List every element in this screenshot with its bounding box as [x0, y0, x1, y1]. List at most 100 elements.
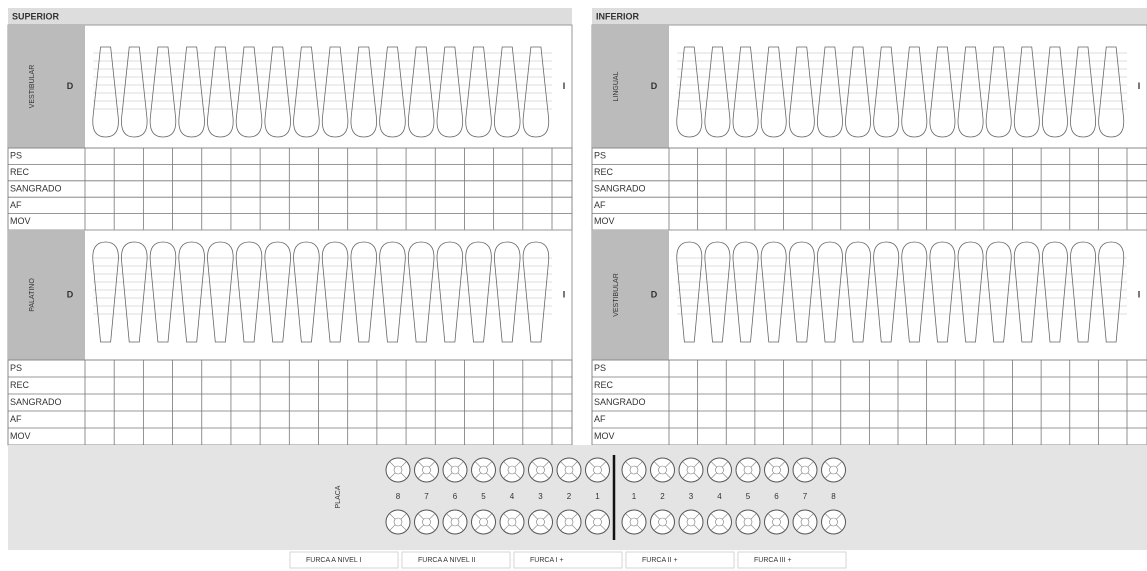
periodontogram: SUPERIOR VESTIBULAR D I PS REC SANGRADO AF MOV PA… [0, 0, 1147, 571]
tooth-number: 1 [595, 492, 600, 501]
row-label: SANGRADO [10, 397, 62, 407]
tooth-number: 5 [481, 492, 486, 501]
row-label: PS [594, 151, 606, 161]
tooth-number: 8 [396, 492, 401, 501]
row-label: MOV [10, 431, 31, 441]
tooth-number: 8 [831, 492, 836, 501]
side-letter: D [67, 81, 74, 91]
end-letter: I [1138, 289, 1141, 299]
footer-label: FURCA I + [530, 557, 564, 564]
plaque-inner [659, 518, 667, 526]
plaque-inner [480, 466, 488, 474]
tooth-number: 4 [510, 492, 515, 501]
panel-header [8, 8, 572, 25]
tooth-number: 7 [424, 492, 429, 501]
panel-header [592, 8, 1147, 25]
row-label: SANGRADO [594, 183, 646, 193]
plaque-inner [687, 518, 695, 526]
tooth-box [8, 25, 572, 148]
tooth-number: 7 [803, 492, 808, 501]
row-label: PS [10, 363, 22, 373]
plaque-inner [508, 518, 516, 526]
tooth-number: 2 [567, 492, 572, 501]
plaque-inner [394, 518, 402, 526]
tooth-number: 5 [746, 492, 751, 501]
footer-label: FURCA A NIVEL I [306, 557, 361, 564]
side-letter: D [67, 289, 74, 299]
row-label: AF [10, 414, 22, 424]
row-label: REC [10, 380, 30, 390]
side-letter: D [651, 81, 658, 91]
end-letter: I [1138, 81, 1141, 91]
plaque-inner [537, 466, 545, 474]
row-label: AF [594, 200, 606, 210]
plaque-inner [594, 518, 602, 526]
plaque-inner [744, 466, 752, 474]
end-letter: I [563, 81, 566, 91]
panel-title: INFERIOR [596, 11, 640, 21]
row-label: MOV [594, 431, 615, 441]
tooth-number: 4 [717, 492, 722, 501]
plaque-inner [630, 518, 638, 526]
plaque-inner [594, 466, 602, 474]
side-letter: D [651, 289, 658, 299]
plaque-inner [565, 518, 573, 526]
row-label: REC [594, 380, 614, 390]
plaque-inner [659, 466, 667, 474]
plaque-inner [716, 466, 724, 474]
plaque-inner [480, 518, 488, 526]
grid-box [8, 148, 572, 230]
side-label: LINGUAL [613, 71, 620, 101]
tooth-number: 6 [453, 492, 458, 501]
end-letter: I [563, 289, 566, 299]
side-label: VESTIBULAR [29, 65, 36, 109]
plaque-inner [716, 518, 724, 526]
side-label-box [592, 230, 669, 360]
grid-box [8, 360, 572, 445]
plaque-inner [773, 466, 781, 474]
side-label-box [8, 230, 85, 360]
plaque-area [8, 445, 1147, 550]
tooth-number: 3 [538, 492, 543, 501]
plaque-inner [423, 466, 431, 474]
plaque-inner [565, 466, 573, 474]
tooth-number: 1 [632, 492, 637, 501]
plaque-inner [451, 518, 459, 526]
row-label: REC [594, 167, 614, 177]
row-label: SANGRADO [10, 183, 62, 193]
side-label: PALATINO [29, 278, 36, 312]
plaque-inner [801, 518, 809, 526]
row-label: AF [594, 414, 606, 424]
side-label-box [8, 25, 85, 148]
row-label: PS [594, 363, 606, 373]
row-label: PS [10, 151, 22, 161]
plaque-inner [537, 518, 545, 526]
plaque-inner [423, 518, 431, 526]
plaque-inner [394, 466, 402, 474]
row-label: MOV [594, 216, 615, 226]
panel-title: SUPERIOR [12, 11, 60, 21]
tooth-box [8, 230, 572, 360]
row-label: REC [10, 167, 30, 177]
side-label: VESTIBULAR [613, 273, 620, 317]
tooth-number: 2 [660, 492, 665, 501]
plaque-inner [451, 466, 459, 474]
plaque-inner [830, 466, 838, 474]
row-label: MOV [10, 216, 31, 226]
row-label: AF [10, 200, 22, 210]
tooth-number: 3 [689, 492, 694, 501]
plaque-inner [744, 518, 752, 526]
footer-label: FURCA II + [642, 557, 678, 564]
plaque-inner [630, 466, 638, 474]
tooth-number: 6 [774, 492, 779, 501]
side-label-box [592, 25, 669, 148]
plaque-inner [830, 518, 838, 526]
plaque-inner [508, 466, 516, 474]
plaque-inner [687, 466, 695, 474]
plaque-label: PLACA [335, 485, 342, 508]
footer-label: FURCA III + [754, 557, 792, 564]
footer-label: FURCA A NIVEL II [418, 557, 475, 564]
row-label: SANGRADO [594, 397, 646, 407]
plaque-inner [773, 518, 781, 526]
plaque-inner [801, 466, 809, 474]
